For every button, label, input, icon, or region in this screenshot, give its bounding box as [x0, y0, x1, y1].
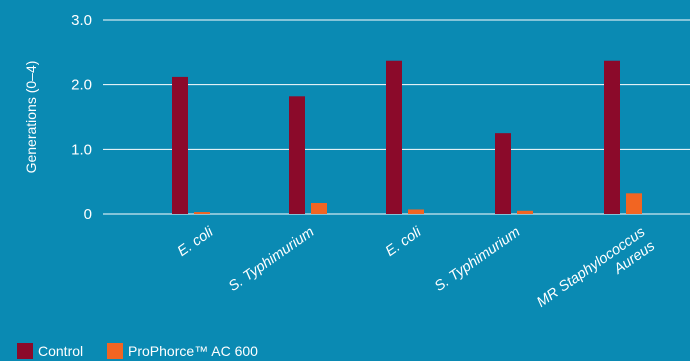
bars [172, 60, 642, 214]
y-tick-label-3: 3.0 [71, 12, 92, 29]
bar-control-4 [604, 60, 620, 214]
bar-prophorce-1 [311, 203, 327, 214]
category-label-1: S. Typhimurium [226, 224, 317, 295]
y-tick-labels: 0 1.0 2.0 3.0 [71, 12, 92, 223]
bar-prophorce-3 [517, 210, 533, 214]
legend-label-0: Control [38, 343, 83, 359]
bar-control-1 [289, 96, 305, 214]
y-axis-title: Generations (0–4) [23, 61, 39, 174]
bar-prophorce-0 [194, 212, 210, 214]
bar-control-0 [172, 76, 188, 214]
category-label-line: S. Typhimurium [226, 224, 317, 295]
category-label-line: E. coli [175, 224, 217, 260]
category-label-4: MR StaphylococcusAureus [534, 224, 658, 325]
category-label-line: S. Typhimurium [432, 224, 523, 295]
category-labels: E. coli S. Typhimurium E. coli S. Typhimuri… [175, 224, 658, 325]
y-tick-label-0: 0 [84, 206, 92, 223]
category-label-line: E. coli [383, 224, 425, 260]
category-label-0: E. coli [175, 224, 217, 260]
legend-label-1: ProPhorce™ AC 600 [128, 343, 258, 359]
category-label-3: S. Typhimurium [432, 224, 523, 295]
bar-prophorce-4 [626, 193, 642, 214]
bar-prophorce-2 [408, 209, 424, 214]
y-tick-label-2: 2.0 [71, 77, 92, 94]
category-label-2: E. coli [383, 224, 425, 260]
y-tick-label-1: 1.0 [71, 141, 92, 158]
bar-control-3 [495, 133, 511, 214]
legend-swatch-1 [107, 343, 123, 359]
bar-control-2 [386, 60, 402, 214]
legend-swatch-0 [17, 343, 33, 359]
legend: Control ProPhorce™ AC 600 [17, 343, 258, 359]
